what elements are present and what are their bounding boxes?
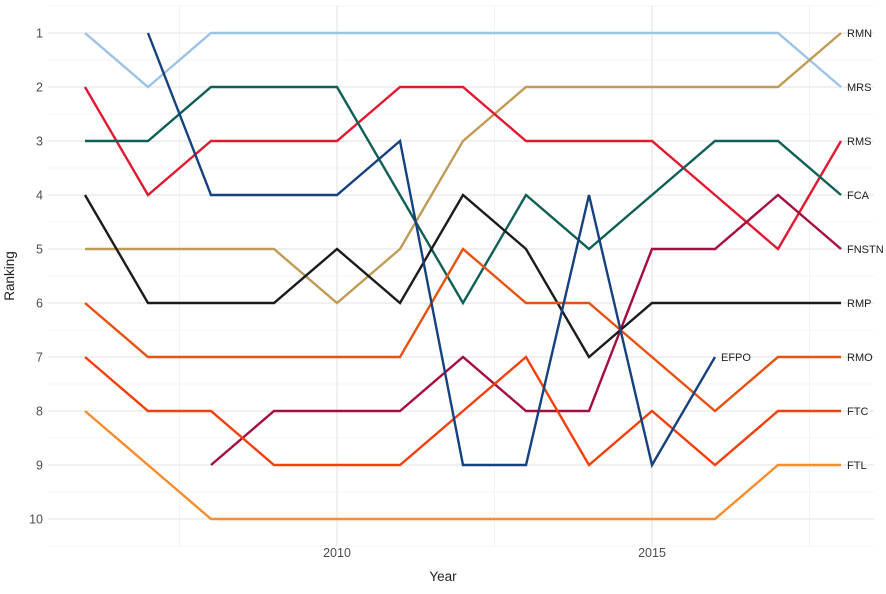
series-label-RMS: RMS [847, 136, 871, 148]
x-tick-label: 2010 [323, 546, 351, 560]
x-tick-label: 2015 [638, 546, 666, 560]
series-line-RMS [83, 85, 843, 251]
x-axis-title: Year [429, 569, 457, 584]
y-tick-label: 3 [36, 135, 43, 149]
y-tick-label: 2 [36, 81, 43, 95]
series-line-FNSTN [210, 193, 842, 466]
series-label-FTC: FTC [847, 406, 868, 418]
series-line-RMN [85, 32, 842, 305]
series-line-EFPO [146, 32, 717, 469]
series-line-MRS [84, 31, 842, 89]
y-tick-label: 9 [36, 459, 43, 473]
series-line-FTC [84, 355, 841, 467]
series-label-RMP: RMP [847, 298, 871, 310]
y-axis-title: Ranking [2, 251, 17, 301]
y-tick-label: 8 [36, 405, 43, 419]
series-label-FTL: FTL [847, 460, 867, 472]
series-line-FCA [85, 85, 842, 306]
y-tick-label: 6 [36, 297, 43, 311]
y-tick-label: 10 [29, 513, 43, 527]
series-label-EFPO: EFPO [721, 352, 751, 364]
series-label-FNSTN: FNSTN [847, 244, 884, 256]
series-label-RMN: RMN [847, 28, 872, 40]
series-label-RMO: RMO [847, 352, 873, 364]
y-tick-label: 7 [36, 351, 43, 365]
series-label-MRS: MRS [847, 82, 871, 94]
series-label-FCA: FCA [847, 190, 870, 202]
y-tick-label: 4 [36, 189, 43, 203]
series-line-RMP [83, 193, 841, 359]
y-tick-label: 1 [36, 27, 43, 41]
series-line-RMO [84, 247, 841, 413]
series-line-FTL [84, 410, 841, 521]
y-tick-label: 5 [36, 243, 43, 257]
